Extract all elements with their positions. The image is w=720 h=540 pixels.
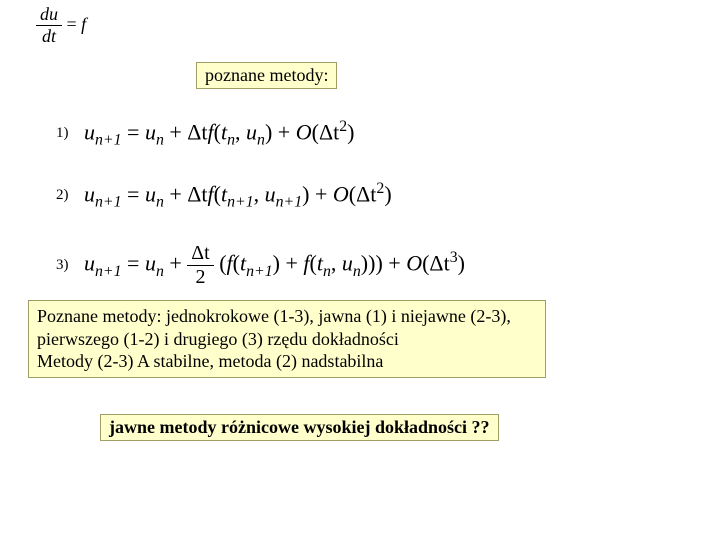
eq-label: 3) bbox=[56, 257, 84, 274]
top-equation: du dt = f bbox=[36, 4, 86, 47]
header-text: poznane metody: bbox=[196, 62, 337, 89]
question-text: jawne metody różnicowe wysokiej dokładno… bbox=[100, 414, 499, 441]
eq-label: 1) bbox=[56, 125, 84, 142]
rhs: f bbox=[81, 14, 86, 34]
summary-line-3: Metody (2-3) A stabilne, metoda (2) nads… bbox=[37, 350, 537, 373]
summary-line-1: Poznane metody: jednokrokowe (1-3), jawn… bbox=[37, 305, 537, 328]
summary-box: Poznane metody: jednokrokowe (1-3), jawn… bbox=[28, 300, 546, 378]
header-box: poznane metody: bbox=[196, 62, 337, 89]
equals: = bbox=[67, 14, 82, 34]
equation-1: 1) un+1 = un + Δtf(tn, un) + O(Δt2) bbox=[56, 118, 354, 150]
question-box: jawne metody różnicowe wysokiej dokładno… bbox=[100, 414, 499, 441]
eq-label: 2) bbox=[56, 187, 84, 204]
equation-3: 3) un+1 = un + Δt 2 (f(tn+1) + f(tn, un)… bbox=[56, 242, 465, 289]
equation-2: 2) un+1 = un + Δtf(tn+1, un+1) + O(Δt2) bbox=[56, 180, 392, 212]
summary-line-2: pierwszego (1-2) i drugiego (3) rzędu do… bbox=[37, 328, 537, 351]
frac-num: du bbox=[36, 4, 62, 26]
frac-den: dt bbox=[36, 26, 62, 47]
